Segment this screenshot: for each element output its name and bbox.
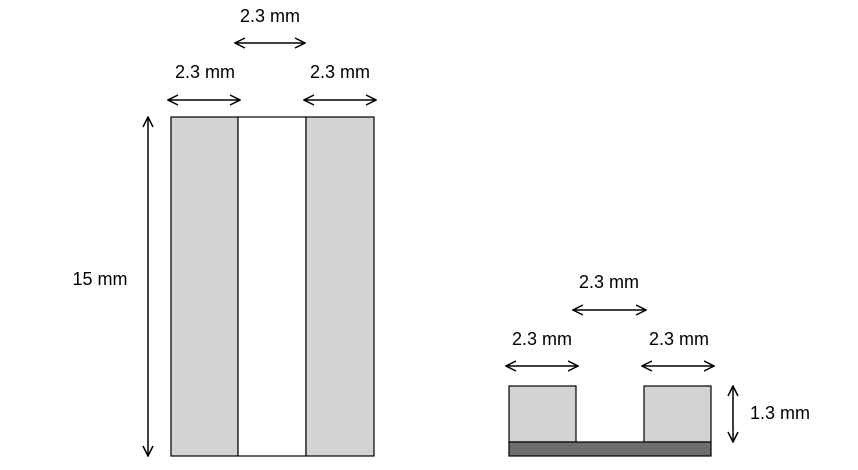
left-width-label: 2.3 mm — [512, 329, 572, 349]
left-strip — [170, 116, 239, 457]
right-width-label: 2.3 mm — [649, 329, 709, 349]
length-label: 15 mm — [72, 269, 127, 289]
right-width-label: 2.3 mm — [310, 62, 370, 82]
height-label: 1.3 mm — [750, 403, 810, 423]
right-strip — [305, 116, 375, 457]
left-block — [508, 385, 577, 443]
gap-label: 2.3 mm — [240, 6, 300, 26]
gap — [237, 116, 307, 457]
top-view: 2.3 mm 2.3 mm 2.3 mm 15 mm — [72, 6, 376, 456]
left-width-label: 2.3 mm — [175, 62, 235, 82]
substrate — [508, 441, 712, 457]
cross-section: 2.3 mm 2.3 mm 2.3 mm 1.3 mm — [506, 272, 810, 457]
right-block — [643, 385, 712, 443]
gap-label: 2.3 mm — [579, 272, 639, 292]
